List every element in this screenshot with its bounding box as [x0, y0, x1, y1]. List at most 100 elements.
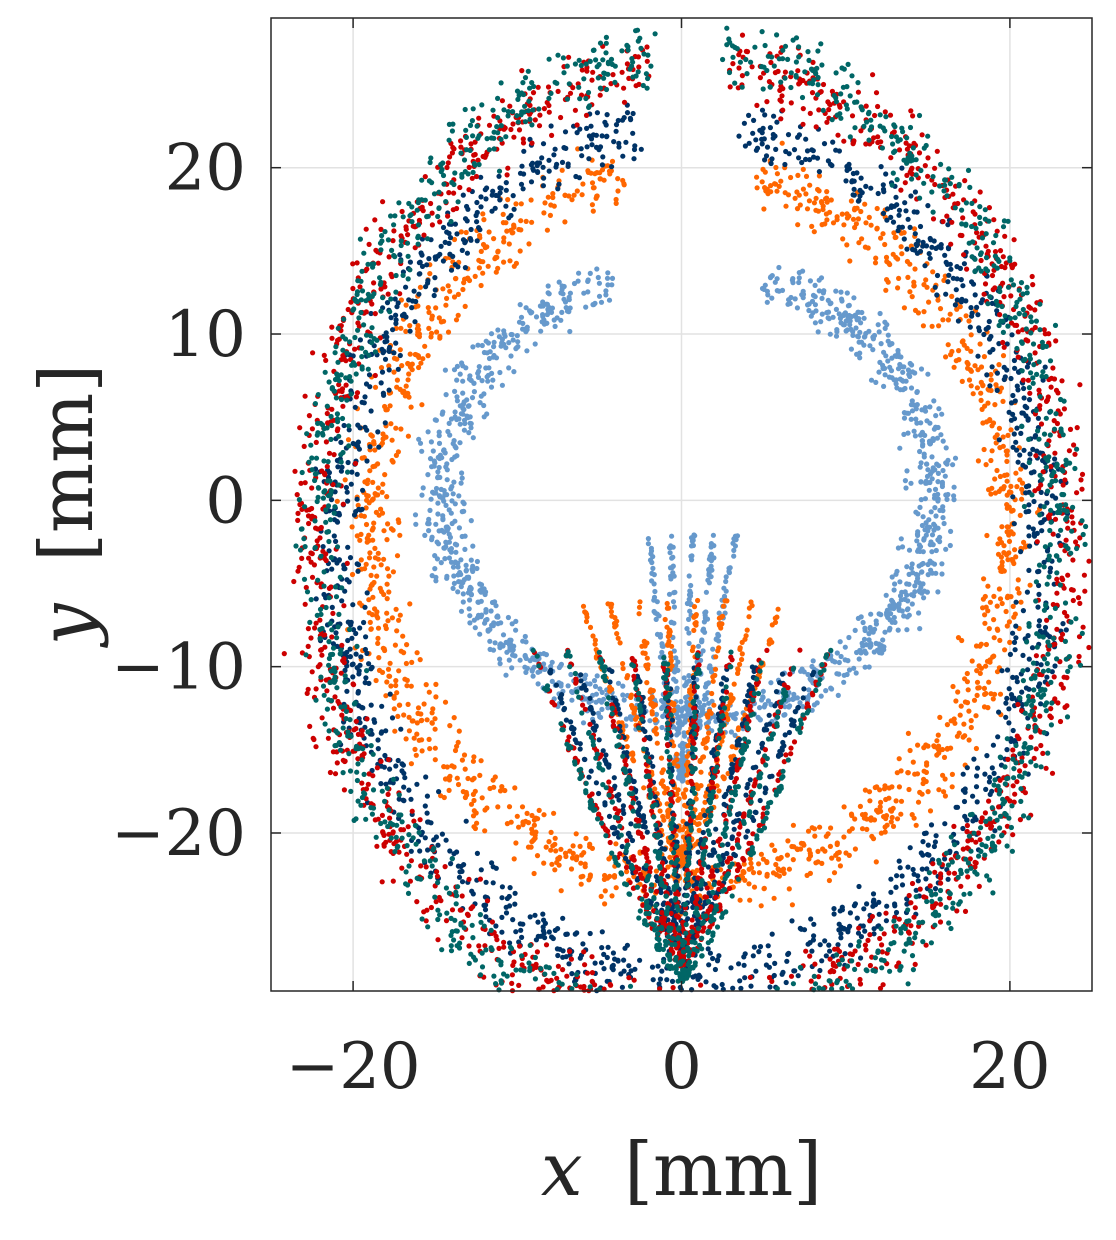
data-point [667, 565, 674, 571]
data-point [713, 636, 720, 642]
data-point [908, 385, 915, 391]
data-point [1023, 413, 1029, 419]
data-point [484, 616, 490, 623]
data-point [599, 133, 605, 139]
data-point [788, 294, 794, 301]
data-point [686, 640, 692, 647]
data-point [481, 414, 487, 420]
data-point [533, 314, 540, 320]
data-point [572, 931, 578, 937]
data-point [856, 883, 862, 890]
data-point [722, 598, 728, 604]
data-point [343, 484, 349, 491]
data-point [933, 547, 939, 554]
data-point [968, 368, 975, 374]
data-point [371, 717, 377, 723]
data-point [1014, 425, 1020, 431]
data-point [397, 347, 403, 353]
data-point [702, 692, 708, 699]
data-point [991, 635, 997, 641]
data-point [368, 583, 374, 589]
data-point [795, 973, 801, 979]
data-point [995, 541, 1001, 547]
data-point [345, 459, 351, 466]
data-point [621, 697, 627, 703]
data-point [442, 699, 449, 705]
data-point [1022, 544, 1028, 550]
data-point [850, 216, 857, 222]
data-point [746, 605, 753, 611]
data-point [375, 429, 381, 435]
data-point [1025, 667, 1031, 673]
data-point [860, 923, 866, 929]
data-point [716, 645, 722, 651]
data-point [602, 119, 608, 125]
data-point [518, 927, 524, 933]
data-point [902, 385, 908, 392]
data-point [584, 125, 590, 131]
data-point [858, 614, 864, 620]
data-point [769, 931, 775, 937]
data-point [904, 410, 910, 416]
data-point [511, 369, 517, 375]
data-point [654, 631, 661, 638]
data-point [432, 417, 438, 423]
data-point [835, 942, 841, 948]
data-point [826, 942, 832, 948]
data-point [828, 197, 834, 203]
data-point [472, 273, 478, 279]
data-point [468, 557, 474, 563]
data-point [553, 848, 559, 854]
data-point [384, 537, 390, 543]
data-point [770, 870, 777, 876]
data-point [776, 873, 783, 879]
data-point [401, 712, 407, 718]
data-point [585, 289, 591, 295]
data-point [863, 330, 869, 337]
data-point [991, 617, 997, 623]
data-point [966, 737, 972, 743]
data-point [800, 704, 806, 710]
data-point [368, 626, 374, 632]
data-point [797, 202, 803, 208]
data-point [845, 303, 852, 309]
data-point [477, 631, 483, 637]
data-point [994, 467, 1000, 474]
data-point [833, 288, 839, 294]
data-point [602, 888, 608, 894]
data-point [785, 838, 791, 844]
data-point [945, 279, 951, 285]
data-point [470, 435, 476, 441]
data-point [968, 332, 974, 338]
data-point [426, 325, 432, 331]
data-point [639, 643, 645, 649]
data-point [569, 689, 576, 696]
data-point [897, 361, 903, 368]
data-point [451, 294, 458, 300]
data-point [938, 432, 944, 438]
data-point [462, 546, 468, 553]
data-point [585, 278, 591, 284]
data-point [926, 438, 933, 444]
data-point [395, 366, 401, 372]
data-point [685, 743, 691, 749]
data-point [908, 193, 914, 199]
data-point [513, 627, 519, 633]
data-point [690, 542, 697, 549]
data-point [459, 868, 465, 875]
data-point [941, 520, 947, 527]
data-point [705, 577, 711, 583]
data-point [796, 192, 802, 198]
data-point [911, 428, 917, 434]
data-point [1023, 490, 1029, 496]
data-point [829, 686, 835, 692]
data-point [932, 486, 939, 492]
data-point [490, 188, 496, 194]
data-point [857, 187, 863, 193]
data-point [662, 846, 668, 852]
data-point [705, 946, 711, 952]
data-point [768, 160, 774, 167]
data-point [398, 726, 404, 732]
data-point [864, 901, 870, 907]
data-point [1023, 484, 1030, 490]
